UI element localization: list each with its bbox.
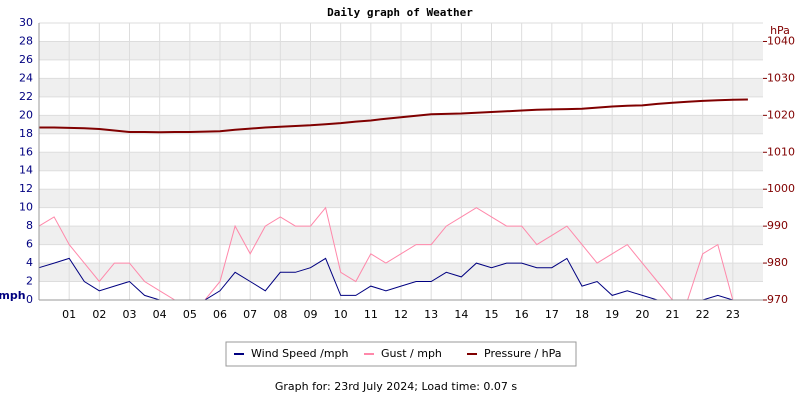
- y-tick-label: 28: [19, 34, 33, 47]
- series-line: [38, 206, 748, 301]
- y-tick-label: 20: [19, 108, 33, 121]
- y-axis-label: mph: [0, 289, 26, 302]
- y2-tick-label: 980: [767, 256, 788, 269]
- x-tick-label: 13: [424, 308, 438, 321]
- y-tick-label: 8: [26, 219, 33, 232]
- x-tick-label: 05: [183, 308, 197, 321]
- x-tick-label: 16: [515, 308, 529, 321]
- x-tick-label: 08: [273, 308, 287, 321]
- x-tick-label: 15: [485, 308, 499, 321]
- footer: Graph for: 23rd July 2024; Load time: 0.…: [275, 380, 518, 393]
- x-tick-label: 22: [696, 308, 710, 321]
- x-tick-label: 09: [304, 308, 318, 321]
- y2-tick-label: 990: [767, 219, 788, 232]
- y-tick-label: 30: [19, 16, 33, 29]
- y-tick-label: 0: [26, 293, 33, 306]
- legend-label: Pressure / hPa: [484, 347, 562, 360]
- x-tick-label: 20: [635, 308, 649, 321]
- y-tick-label: 24: [19, 71, 33, 84]
- x-tick-label: 04: [153, 308, 167, 321]
- x-tick-label: 12: [394, 308, 408, 321]
- x-tick-label: 23: [726, 308, 740, 321]
- y2-tick-label: 1000: [767, 182, 795, 195]
- x-tick-label: 06: [213, 308, 227, 321]
- legend-box: [225, 341, 577, 367]
- y-tick-label: 4: [26, 256, 33, 269]
- y-tick-label: 14: [19, 164, 33, 177]
- y2-tick-label: 1020: [767, 108, 795, 121]
- x-tick-label: 03: [123, 308, 137, 321]
- x-tick-label: 18: [575, 308, 589, 321]
- x-tick-label: 01: [62, 308, 76, 321]
- x-tick-label: 07: [243, 308, 257, 321]
- y2-tick-label: 1040: [767, 34, 795, 47]
- chart-title: Daily graph of Weather: [327, 6, 473, 19]
- y-tick-label: 26: [19, 53, 33, 66]
- legend-label: Wind Speed /mph: [251, 347, 349, 360]
- x-tick-label: 14: [454, 308, 468, 321]
- y-tick-label: 10: [19, 201, 33, 214]
- series-line: [39, 98, 748, 134]
- y-tick-label: 6: [26, 238, 33, 251]
- y-tick-label: 16: [19, 145, 33, 158]
- series-line: [38, 257, 748, 301]
- x-tick-label: 17: [545, 308, 559, 321]
- y-tick-label: 22: [19, 90, 33, 103]
- legend: Wind Speed /mph Gust / mph Pressure / hPa: [225, 341, 577, 367]
- x-tick-label: 21: [666, 308, 680, 321]
- y-tick-label: 12: [19, 182, 33, 195]
- legend-label: Gust / mph: [381, 347, 442, 360]
- y2-tick-label: 970: [767, 293, 788, 306]
- y2-tick-label: 1010: [767, 145, 795, 158]
- y-tick-label: 18: [19, 127, 33, 140]
- y2-axis-label: hPa: [770, 24, 790, 37]
- x-tick-label: 11: [364, 308, 378, 321]
- x-tick-label: 19: [605, 308, 619, 321]
- x-tick-label: 02: [92, 308, 106, 321]
- y2-tick-label: 1030: [767, 71, 795, 84]
- y-tick-label: 2: [26, 275, 33, 288]
- x-tick-label: 10: [334, 308, 348, 321]
